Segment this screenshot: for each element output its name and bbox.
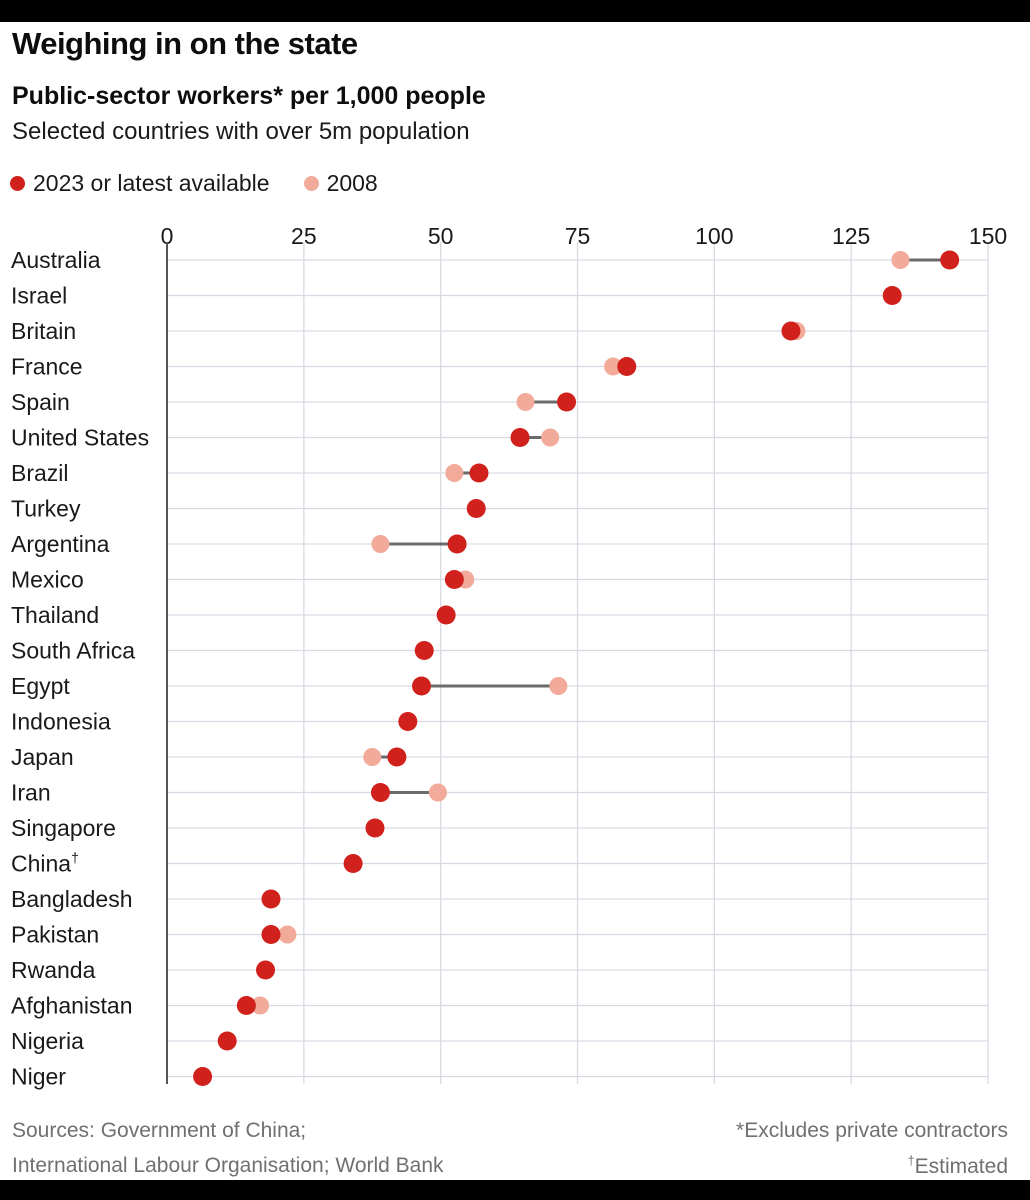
dot-latest xyxy=(557,392,577,412)
country-label: France xyxy=(11,354,83,380)
dot-latest xyxy=(447,534,467,554)
country-label: Turkey xyxy=(11,496,81,522)
dot-latest xyxy=(469,463,489,483)
dot-latest xyxy=(193,1067,213,1086)
dot-latest xyxy=(343,854,363,873)
country-label: Egypt xyxy=(11,673,70,699)
country-label: Iran xyxy=(11,780,51,806)
dot-latest xyxy=(444,570,464,589)
country-label: Niger xyxy=(11,1064,66,1090)
dot-2008 xyxy=(251,996,270,1015)
dot-latest xyxy=(617,357,637,376)
dot-latest xyxy=(387,747,407,767)
dot-latest xyxy=(940,250,960,270)
dot-latest xyxy=(781,321,801,341)
chart-description: Selected countries with over 5m populati… xyxy=(12,118,470,145)
country-label: Bangladesh xyxy=(11,886,133,912)
dot-2008 xyxy=(445,464,464,482)
legend-label-latest: 2023 or latest available xyxy=(33,169,270,196)
legend: 2023 or latest available 2008 xyxy=(10,170,412,196)
dot-latest xyxy=(882,286,902,305)
legend-item-2008: 2008 xyxy=(303,169,378,197)
dot-latest xyxy=(236,996,256,1015)
dot-2008 xyxy=(363,748,382,766)
footnote-estimated-text: Estimated xyxy=(914,1155,1008,1178)
country-label: Mexico xyxy=(11,567,84,593)
dot-latest xyxy=(436,605,456,625)
country-label: Nigeria xyxy=(11,1028,84,1054)
x-tick-label: 100 xyxy=(695,223,733,249)
dot-plot: 0 25 50 75 100 125 150 Australia Israel Britain Fr… xyxy=(11,223,1007,1090)
country-label: Afghanistan xyxy=(11,993,132,1019)
country-label: Rwanda xyxy=(11,957,96,983)
dot-latest xyxy=(370,783,390,802)
x-tick-label: 150 xyxy=(969,223,1007,249)
country-label: Israel xyxy=(11,283,67,309)
legend-item-latest: 2023 or latest available xyxy=(10,170,270,197)
dot-latest xyxy=(510,428,530,447)
source-line-1: Sources: Government of China; xyxy=(12,1119,307,1142)
dot-latest xyxy=(261,925,281,944)
dot-2008 xyxy=(278,925,297,944)
dot-2008 xyxy=(516,393,535,411)
source-line-2: International Labour Organisation; World… xyxy=(12,1154,444,1177)
dot-2008 xyxy=(371,535,390,553)
chart-title: Weighing in on the state xyxy=(12,26,358,61)
dot-latest xyxy=(256,960,276,980)
country-label: Pakistan xyxy=(11,922,99,948)
country-label: Argentina xyxy=(11,531,110,557)
legend-swatch-latest xyxy=(10,175,25,191)
x-tick-label: 25 xyxy=(291,223,317,249)
country-label: Singapore xyxy=(11,815,116,841)
chart-panel: Weighing in on the state Public-sector w… xyxy=(0,22,1030,1180)
x-tick-label: 75 xyxy=(565,223,591,249)
country-label: China† xyxy=(11,850,79,877)
country-label: Thailand xyxy=(11,602,99,628)
x-tick-label: 125 xyxy=(832,223,870,249)
country-label: Spain xyxy=(11,389,70,415)
country-label: South Africa xyxy=(11,638,135,664)
chart-subtitle: Public-sector workers* per 1,000 people xyxy=(12,82,486,110)
legend-label-2008: 2008 xyxy=(326,169,378,196)
dot-latest xyxy=(261,889,281,909)
x-tick-label: 50 xyxy=(428,223,454,249)
country-label-mark: † xyxy=(71,850,79,866)
dot-2008 xyxy=(428,783,447,802)
dot-2008 xyxy=(541,428,560,447)
country-label: Indonesia xyxy=(11,709,111,735)
footnote-dagger: † xyxy=(907,1154,915,1168)
dot-2008 xyxy=(604,357,623,376)
country-label: Japan xyxy=(11,744,74,770)
dot-latest xyxy=(412,676,432,696)
country-label: Brazil xyxy=(11,460,69,486)
dot-latest xyxy=(414,641,434,660)
dot-latest xyxy=(398,712,418,731)
footnote-excludes: *Excludes private contractors xyxy=(736,1119,1008,1142)
x-tick-label: 0 xyxy=(161,223,174,249)
country-label: Britain xyxy=(11,318,76,344)
country-label: Australia xyxy=(11,247,101,273)
dot-2008 xyxy=(549,677,568,695)
dot-latest xyxy=(466,499,486,518)
dot-latest xyxy=(217,1031,237,1051)
country-label: United States xyxy=(11,425,149,451)
legend-swatch-2008 xyxy=(303,175,319,191)
dot-2008 xyxy=(891,251,910,269)
dot-latest xyxy=(365,818,385,838)
footnote-estimated: †Estimated xyxy=(908,1154,1008,1179)
